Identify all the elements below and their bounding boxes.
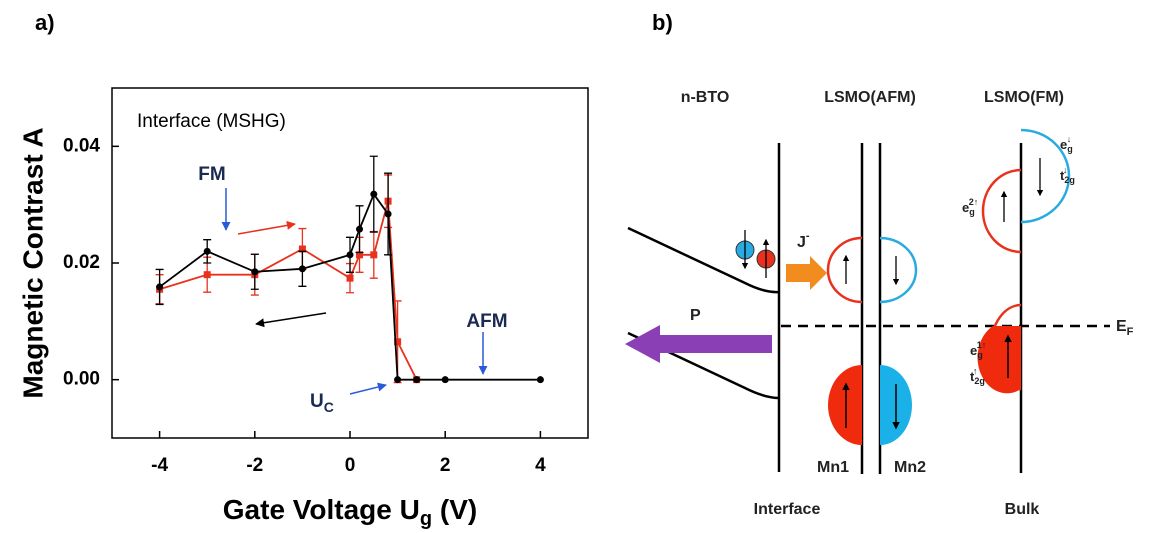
current-main: J bbox=[797, 234, 806, 251]
y-tick-label: 0.00 bbox=[63, 369, 100, 390]
point bbox=[441, 376, 449, 384]
afm-annotation: AFM bbox=[466, 311, 507, 332]
x-tick-label: 0 bbox=[345, 455, 356, 476]
orbital-label: eg2↑ bbox=[962, 197, 978, 217]
orb-main: t bbox=[1060, 168, 1065, 183]
fermi-sub: F bbox=[1127, 326, 1134, 338]
sweep-down-arrow bbox=[255, 312, 327, 328]
panel-label: b) bbox=[652, 10, 673, 35]
header: LSMO(AFM) bbox=[824, 89, 916, 106]
point bbox=[370, 251, 378, 259]
polarization-label: P bbox=[690, 307, 701, 324]
point bbox=[156, 283, 164, 291]
orbital-label: t2g↑ bbox=[970, 366, 985, 386]
orb-main: e bbox=[962, 200, 969, 215]
x-tick-label: -4 bbox=[151, 455, 168, 476]
x-tick-label: 4 bbox=[535, 455, 546, 476]
sweep-up-arrow bbox=[237, 220, 296, 235]
footer: Interface bbox=[754, 501, 821, 518]
orb-sub: 2g bbox=[1064, 175, 1075, 185]
x-label-tail: (V) bbox=[432, 494, 477, 525]
point bbox=[370, 190, 378, 198]
orb-main: t bbox=[970, 369, 975, 384]
orb-sup: 1↑ bbox=[977, 340, 987, 350]
orb-sup: ↓ bbox=[1063, 165, 1068, 175]
chart-annotation: Interface (MSHG) bbox=[137, 111, 286, 132]
point bbox=[346, 274, 354, 282]
point bbox=[298, 265, 306, 273]
orb-sup: 2↑ bbox=[969, 197, 979, 207]
orb-sub: g bbox=[977, 350, 983, 360]
footer: Bulk bbox=[1005, 501, 1040, 518]
orb-main: e bbox=[970, 343, 977, 358]
uc-sub: C bbox=[324, 399, 334, 415]
x-label-main: Gate Voltage U bbox=[223, 494, 420, 525]
fm-filled-state bbox=[977, 326, 1021, 394]
x-tick-label: -2 bbox=[246, 455, 263, 476]
fermi-label: EF bbox=[1116, 318, 1134, 338]
header: n-BTO bbox=[681, 89, 730, 106]
current-arrow bbox=[786, 256, 827, 290]
series-line bbox=[159, 192, 541, 381]
point bbox=[394, 338, 402, 346]
uc-arrow bbox=[349, 382, 387, 395]
mn1-filled-state bbox=[828, 365, 862, 445]
fm-red-state bbox=[981, 168, 1022, 254]
diagram-b: b) n-BTO LSMO(AFM) LSMO(FM) Interface Bu… bbox=[625, 10, 1134, 518]
point bbox=[413, 376, 421, 384]
afm-blue-state bbox=[879, 236, 918, 304]
current-sup: - bbox=[806, 230, 810, 242]
site-label: Mn1 bbox=[817, 459, 849, 476]
x-label-sub: g bbox=[420, 508, 432, 530]
point bbox=[536, 376, 544, 384]
point bbox=[203, 271, 211, 279]
point bbox=[356, 251, 364, 259]
x-tick-label: 2 bbox=[440, 455, 451, 476]
series-line bbox=[159, 200, 418, 381]
y-axis-label: Magnetic Contrast A bbox=[17, 127, 48, 398]
uc-annotation: UC bbox=[310, 391, 334, 415]
panel-label: a) bbox=[35, 10, 55, 35]
orb-sub: g bbox=[1067, 144, 1073, 154]
current-label: J- bbox=[797, 230, 810, 251]
header: LSMO(FM) bbox=[984, 89, 1064, 106]
point bbox=[394, 376, 402, 384]
site-label: Mn2 bbox=[894, 459, 926, 476]
fm-annotation: FM bbox=[198, 164, 225, 185]
y-tick-label: 0.02 bbox=[63, 252, 100, 273]
point bbox=[356, 225, 364, 233]
chart-a: a) Magnetic Contrast A Gate Voltage Ug (… bbox=[17, 10, 589, 530]
afm-red-state bbox=[826, 236, 863, 304]
orb-sup: ↑ bbox=[973, 366, 978, 376]
x-axis-label: Gate Voltage Ug (V) bbox=[223, 494, 477, 530]
fm-blue-state bbox=[1020, 128, 1071, 224]
y-tick-label: 0.04 bbox=[63, 135, 100, 156]
fermi-main: E bbox=[1116, 318, 1127, 335]
orbital-label: eg↓ bbox=[1060, 134, 1073, 154]
point bbox=[203, 247, 211, 255]
uc-main: U bbox=[310, 391, 324, 412]
point bbox=[298, 245, 306, 253]
orb-sup: ↓ bbox=[1067, 134, 1072, 144]
orb-sub: 2g bbox=[974, 376, 985, 386]
polarization-arrow bbox=[625, 325, 772, 363]
point bbox=[346, 251, 354, 259]
point bbox=[384, 210, 392, 218]
orbital-label: t2g↓ bbox=[1060, 165, 1075, 185]
orbital-label: eg1↑ bbox=[970, 340, 986, 360]
conduction-band bbox=[627, 226, 780, 294]
orb-sub: g bbox=[969, 207, 975, 217]
point bbox=[251, 268, 259, 276]
orb-main: e bbox=[1060, 137, 1067, 152]
